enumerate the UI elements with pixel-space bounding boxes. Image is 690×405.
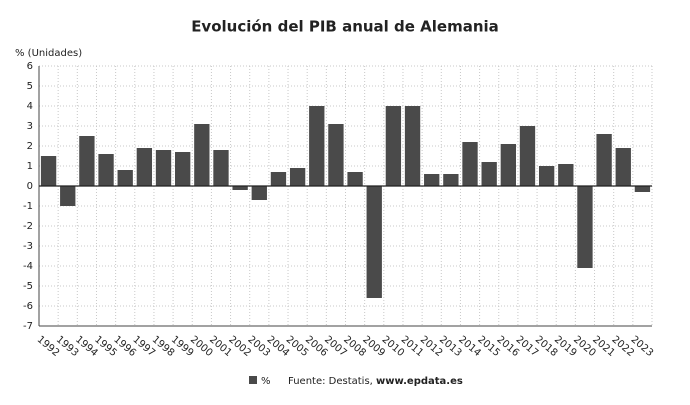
bar [519,126,536,186]
y-tick-label: -4 [23,261,33,272]
y-tick-label: 5 [27,81,33,92]
bar [424,174,440,186]
legend-swatch [249,376,257,384]
bar [328,124,344,186]
legend-label: % [261,376,271,387]
bar [615,148,631,186]
y-tick-label: -2 [23,221,33,232]
bar [538,166,555,186]
y-tick-label: -5 [23,281,33,292]
y-tick-label: -1 [23,201,33,212]
bar [155,150,172,186]
y-tick-label: 3 [27,121,33,132]
bar [175,152,191,186]
bar [60,186,76,206]
bar [270,172,287,186]
source: Fuente: Destatis, www.epdata.es [288,376,463,387]
source-text: Fuente: Destatis, [288,376,373,387]
bar [500,144,516,186]
bar [577,186,593,268]
bar [462,142,478,186]
y-tick-label: 4 [27,101,33,112]
bar [40,156,57,186]
bar [213,150,229,186]
y-tick-label: 1 [27,161,33,172]
bar [309,106,325,186]
bar [117,170,133,186]
y-tick-label: 2 [27,141,33,152]
bar [443,174,459,186]
y-tick-label: 0 [27,181,33,192]
bar [404,106,421,186]
bar [289,168,306,186]
bar [385,106,402,186]
bar [194,124,210,186]
bar [79,136,95,186]
bar [634,186,651,192]
bar [481,162,497,186]
y-tick-label: -7 [23,321,33,332]
y-tick-label: 6 [27,61,33,72]
source-site: www.epdata.es [376,376,463,387]
y-tick-label: -3 [23,241,33,252]
chart-title: Evolución del PIB anual de Alemania [191,18,499,36]
bar [596,134,612,186]
bar [347,172,363,186]
bar [136,148,153,186]
bar [558,164,574,186]
y-tick-label: -6 [23,301,33,312]
bar [366,186,382,298]
bar [232,186,248,190]
y-axis-label: % (Unidades) [15,48,82,59]
bar [251,186,267,200]
bar [98,154,114,186]
